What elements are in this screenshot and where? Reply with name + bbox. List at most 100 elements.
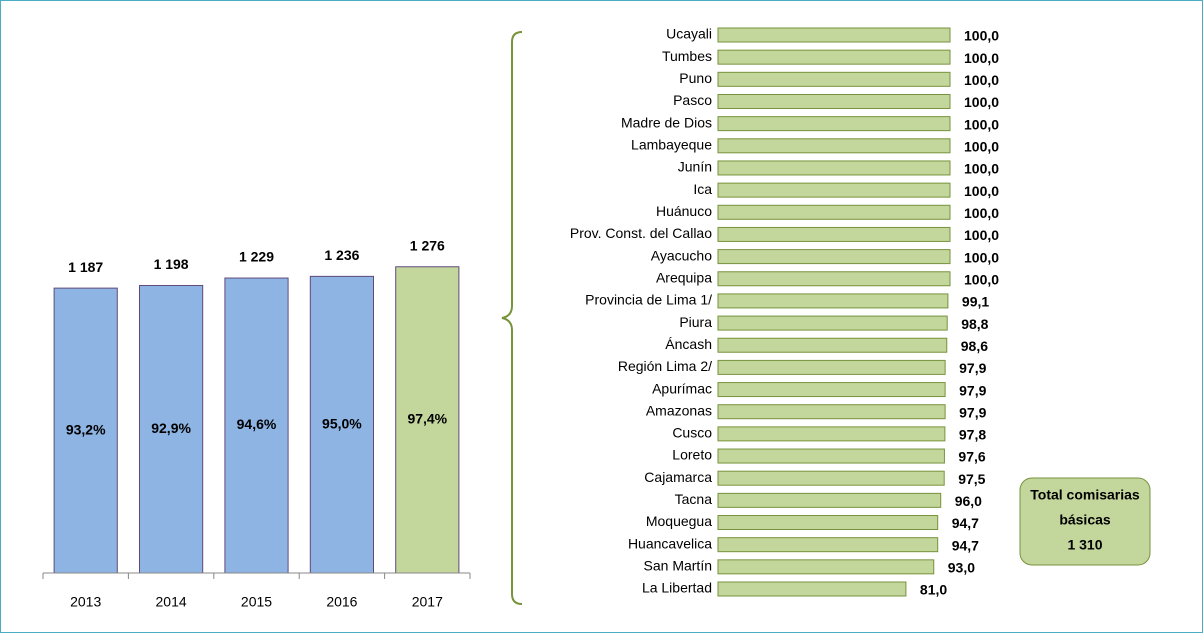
value-label: 100,0 bbox=[964, 161, 999, 177]
value-label: 99,1 bbox=[962, 294, 989, 310]
category-label: Amazonas bbox=[646, 402, 712, 418]
category-label: Cusco bbox=[672, 425, 712, 441]
bar bbox=[717, 426, 946, 442]
value-label: 100,0 bbox=[964, 249, 999, 265]
bar bbox=[717, 382, 946, 398]
value-label: 97,9 bbox=[959, 382, 986, 398]
bar bbox=[717, 359, 946, 375]
value-label: 100,0 bbox=[964, 205, 999, 221]
category-label: Madre de Dios bbox=[621, 114, 712, 130]
bar bbox=[139, 284, 204, 574]
bar bbox=[717, 27, 951, 43]
category-label: La Libertad bbox=[642, 580, 712, 596]
box-line: básicas bbox=[1059, 512, 1111, 528]
value-label: 97,5 bbox=[958, 471, 985, 487]
inner-label: 95,0% bbox=[322, 415, 362, 431]
x-tick-label: 2016 bbox=[326, 594, 357, 610]
value-label: 97,9 bbox=[959, 360, 986, 376]
bar bbox=[717, 116, 951, 132]
category-label: Provincia de Lima 1/ bbox=[585, 292, 712, 308]
category-label: Tacna bbox=[675, 491, 713, 507]
category-label: Junín bbox=[678, 159, 712, 175]
bar bbox=[717, 470, 945, 486]
bar bbox=[717, 559, 935, 575]
inner-label: 93,2% bbox=[66, 421, 106, 437]
bar bbox=[717, 71, 951, 87]
bar bbox=[717, 315, 948, 331]
x-tick-label: 2015 bbox=[241, 594, 272, 610]
value-label: 1 187 bbox=[68, 259, 103, 275]
category-label: Lambayeque bbox=[631, 137, 712, 153]
bar bbox=[224, 277, 289, 574]
value-label: 100,0 bbox=[964, 50, 999, 66]
value-label: 100,0 bbox=[964, 227, 999, 243]
bar bbox=[717, 271, 951, 287]
value-label: 100,0 bbox=[964, 271, 999, 287]
bar bbox=[717, 581, 907, 597]
category-label: Región Lima 2/ bbox=[618, 358, 712, 374]
value-label: 97,9 bbox=[959, 404, 986, 420]
bar bbox=[717, 448, 945, 464]
value-label: 98,6 bbox=[961, 338, 988, 354]
inner-label: 97,4% bbox=[407, 411, 447, 427]
category-label: Arequipa bbox=[656, 269, 712, 285]
value-label: 94,7 bbox=[952, 537, 979, 553]
x-tick-label: 2013 bbox=[70, 594, 101, 610]
value-label: 100,0 bbox=[964, 183, 999, 199]
category-label: Ica bbox=[693, 181, 712, 197]
bar bbox=[717, 249, 951, 265]
value-label: 100,0 bbox=[964, 94, 999, 110]
category-label: Cajamarca bbox=[644, 469, 712, 485]
box-line: 1 310 bbox=[1067, 537, 1102, 553]
box-line: Total comisarias bbox=[1030, 487, 1140, 503]
value-label: 100,0 bbox=[964, 139, 999, 155]
brace bbox=[501, 31, 523, 605]
value-label: 100,0 bbox=[964, 116, 999, 132]
category-label: Piura bbox=[679, 314, 712, 330]
category-label: Huancavelica bbox=[628, 535, 712, 551]
bar bbox=[717, 138, 951, 154]
bar bbox=[395, 266, 460, 574]
value-label: 100,0 bbox=[964, 72, 999, 88]
category-label: Apurímac bbox=[652, 380, 712, 396]
bar bbox=[309, 275, 374, 574]
bar bbox=[717, 293, 949, 309]
value-label: 97,8 bbox=[959, 427, 986, 443]
value-label: 97,6 bbox=[958, 449, 985, 465]
value-label: 94,7 bbox=[952, 515, 979, 531]
x-tick-label: 2017 bbox=[412, 594, 443, 610]
value-label: 1 198 bbox=[154, 256, 189, 272]
bar bbox=[717, 49, 951, 65]
value-label: 81,0 bbox=[920, 582, 947, 598]
category-label: Áncash bbox=[665, 336, 712, 352]
bar bbox=[717, 93, 951, 109]
value-label: 98,8 bbox=[961, 316, 988, 332]
value-label: 1 236 bbox=[324, 247, 359, 263]
category-label: Moquegua bbox=[646, 513, 712, 529]
category-label: Huánuco bbox=[656, 203, 712, 219]
value-label: 100,0 bbox=[964, 28, 999, 44]
category-label: Prov. Const. del Callao bbox=[570, 225, 712, 241]
bar bbox=[717, 182, 951, 198]
total-box bbox=[1019, 477, 1151, 566]
category-label: San Martín bbox=[644, 558, 712, 574]
value-label: 93,0 bbox=[948, 560, 975, 576]
inner-label: 94,6% bbox=[237, 416, 277, 432]
bar bbox=[717, 492, 942, 508]
bar bbox=[717, 337, 948, 353]
bar bbox=[717, 515, 939, 531]
category-label: Ucayali bbox=[666, 26, 712, 42]
category-label: Loreto bbox=[672, 447, 712, 463]
bar bbox=[717, 160, 951, 176]
bar bbox=[717, 537, 939, 553]
x-tick-label: 2014 bbox=[156, 594, 187, 610]
inner-label: 92,9% bbox=[151, 420, 191, 436]
value-label: 1 229 bbox=[239, 249, 274, 265]
bar bbox=[717, 404, 946, 420]
category-label: Pasco bbox=[673, 92, 712, 108]
bar bbox=[717, 226, 951, 242]
bar bbox=[717, 204, 951, 220]
category-label: Puno bbox=[679, 70, 712, 86]
value-label: 1 276 bbox=[410, 237, 445, 253]
